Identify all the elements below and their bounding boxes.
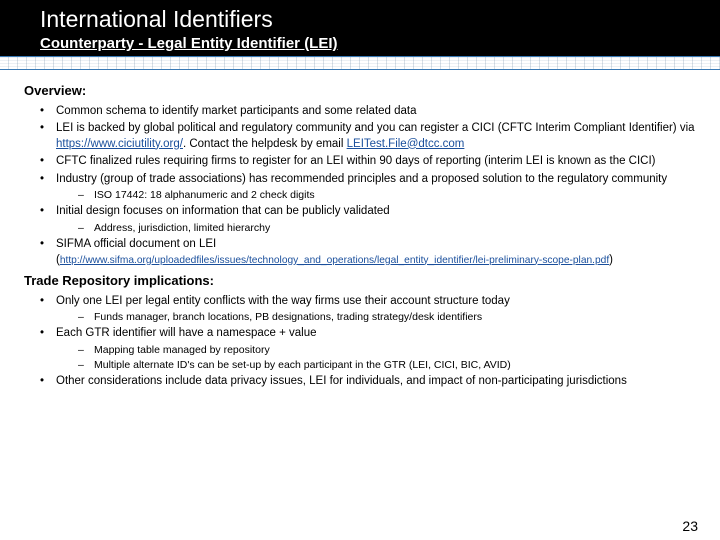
bullet-text: Other considerations include data privac…	[56, 375, 627, 387]
sub-list: Mapping table managed by repository Mult…	[56, 343, 696, 372]
slide-subtitle: Counterparty - Legal Entity Identifier (…	[40, 35, 720, 52]
sub-list-item: Funds manager, branch locations, PB desi…	[78, 310, 696, 324]
bullet-text: LEI is backed by global political and re…	[56, 122, 695, 134]
bullet-text: Industry (group of trade associations) h…	[56, 173, 667, 185]
sub-list-item: Multiple alternate ID's can be set-up by…	[78, 358, 696, 372]
bullet-text: SIFMA official document on LEI	[56, 238, 216, 250]
sub-bullet-text: Address, jurisdiction, limited hierarchy	[94, 222, 270, 234]
sub-list-item: Address, jurisdiction, limited hierarchy	[78, 221, 696, 235]
slide-title: International Identifiers	[40, 6, 720, 33]
bullet-text: Common schema to identify market partici…	[56, 105, 417, 117]
sub-list: ISO 17442: 18 alphanumeric and 2 check d…	[56, 188, 696, 202]
list-item: Only one LEI per legal entity conflicts …	[40, 294, 696, 325]
list-item: Other considerations include data privac…	[40, 374, 696, 390]
sub-list-item: ISO 17442: 18 alphanumeric and 2 check d…	[78, 188, 696, 202]
bullet-text: Initial design focuses on information th…	[56, 205, 390, 217]
sub-bullet-text: Mapping table managed by repository	[94, 344, 270, 356]
paren-close: )	[609, 254, 613, 266]
sub-list: Funds manager, branch locations, PB desi…	[56, 310, 696, 324]
sub-bullet-text: Funds manager, branch locations, PB desi…	[94, 311, 482, 323]
sifma-link[interactable]: http://www.sifma.org/uploadedfiles/issue…	[60, 255, 609, 266]
bullet-text: CFTC finalized rules requiring firms to …	[56, 155, 656, 167]
list-item: CFTC finalized rules requiring firms to …	[40, 154, 696, 170]
list-item: Initial design focuses on information th…	[40, 204, 696, 235]
bullet-text: Only one LEI per legal entity conflicts …	[56, 295, 510, 307]
trade-heading: Trade Repository implications:	[24, 272, 696, 290]
cici-link[interactable]: https://www.ciciutility.org/	[56, 138, 183, 150]
overview-heading: Overview:	[24, 82, 696, 100]
bullet-text: Each GTR identifier will have a namespac…	[56, 327, 316, 339]
slide-header: International Identifiers Counterparty -…	[0, 0, 720, 56]
overview-list: Common schema to identify market partici…	[24, 104, 696, 268]
sub-list: Address, jurisdiction, limited hierarchy	[56, 221, 696, 235]
sub-bullet-text: ISO 17442: 18 alphanumeric and 2 check d…	[94, 189, 315, 201]
sub-list-item: Mapping table managed by repository	[78, 343, 696, 357]
list-item: LEI is backed by global political and re…	[40, 121, 696, 152]
helpdesk-email-link[interactable]: LEITest.File@dtcc.com	[347, 138, 465, 150]
slide-body: Overview: Common schema to identify mark…	[0, 70, 720, 390]
list-item: Industry (group of trade associations) h…	[40, 172, 696, 203]
header-divider	[0, 56, 720, 70]
page-number: 23	[682, 518, 698, 534]
list-item: Common schema to identify market partici…	[40, 104, 696, 120]
sub-bullet-text: Multiple alternate ID's can be set-up by…	[94, 359, 511, 371]
bullet-text: . Contact the helpdesk by email	[183, 138, 347, 150]
list-item: Each GTR identifier will have a namespac…	[40, 326, 696, 372]
trade-list: Only one LEI per legal entity conflicts …	[24, 294, 696, 390]
list-item: SIFMA official document on LEI (http://w…	[40, 237, 696, 268]
